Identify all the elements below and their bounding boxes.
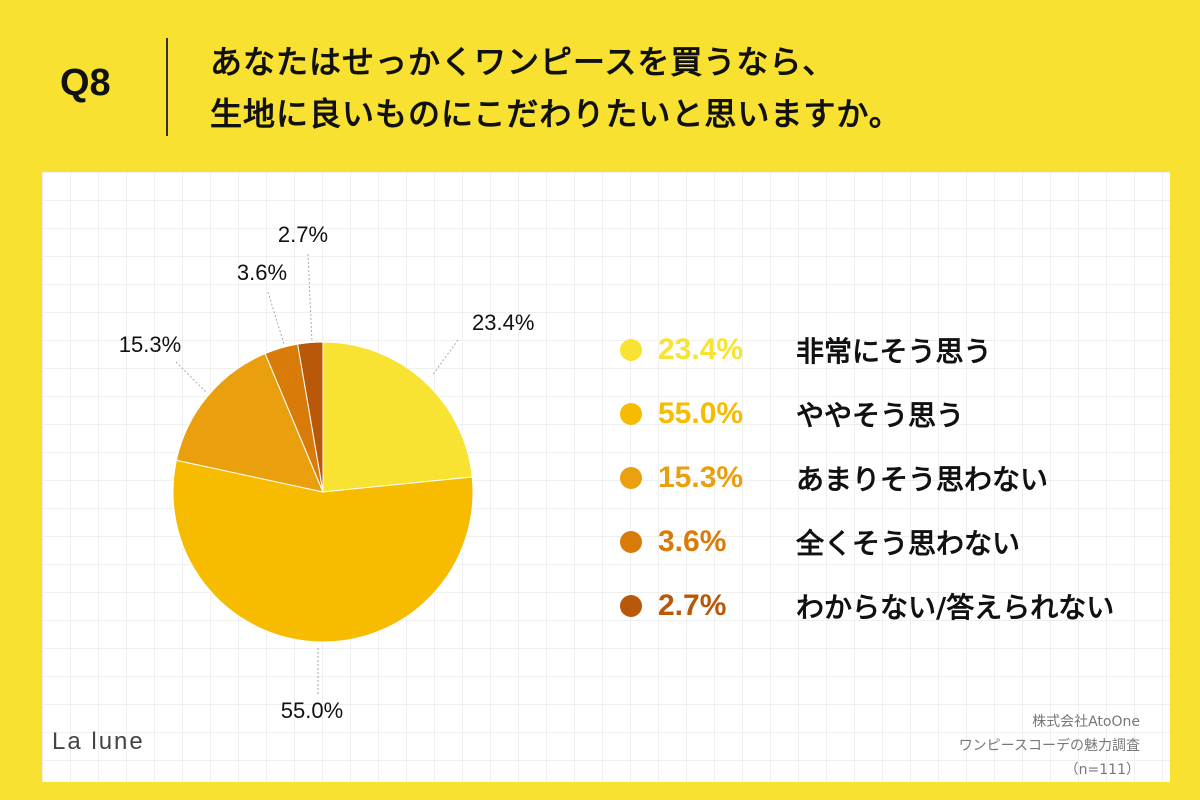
legend-label-4: 全くそう思わない bbox=[796, 527, 1021, 560]
question-title-line1: あなたはせっかくワンピースを買うなら、 bbox=[210, 43, 836, 81]
pie-slice-3 bbox=[175, 352, 324, 493]
legend-swatch-3 bbox=[620, 467, 642, 489]
legend-percent-2: 55.0% bbox=[658, 397, 744, 430]
legend-percent-4: 3.6% bbox=[658, 525, 727, 558]
legend-item-3: 15.3% あまりそう思わない bbox=[620, 446, 1114, 510]
pie-slice-5 bbox=[297, 341, 324, 493]
data-label-2: 55.0% bbox=[281, 698, 343, 723]
legend-percent-5: 2.7% bbox=[658, 589, 727, 622]
legend-swatch-2 bbox=[620, 403, 642, 425]
pie-slice-1 bbox=[322, 341, 473, 493]
legend-percent-3: 15.3% bbox=[658, 461, 744, 494]
legend-percent-1: 23.4% bbox=[658, 333, 744, 366]
data-label-5: 2.7% bbox=[278, 222, 328, 247]
legend-item-5: 2.7% わからない/答えられない bbox=[620, 574, 1114, 638]
legend-item-1: 23.4% 非常にそう思う bbox=[620, 318, 1114, 382]
leader-line-3 bbox=[175, 361, 207, 393]
brand-logo: La lune bbox=[52, 728, 145, 755]
data-label-1: 23.4% bbox=[472, 310, 534, 335]
legend-swatch-4 bbox=[620, 531, 642, 553]
question-number: Q8 bbox=[60, 62, 111, 104]
legend-item-4: 3.6% 全くそう思わない bbox=[620, 510, 1114, 574]
source-sample-size: （n=111） bbox=[1064, 762, 1140, 778]
legend-swatch-5 bbox=[620, 595, 642, 617]
legend-label-1: 非常にそう思う bbox=[796, 335, 992, 368]
question-title: あなたはせっかくワンピースを買うなら、 生地に良いものにこだわりたいと思いますか… bbox=[210, 36, 902, 140]
source-company: 株式会社AtoOne bbox=[1032, 714, 1140, 730]
legend-label-5: わからない/答えられない bbox=[796, 591, 1115, 624]
pie-slices bbox=[172, 341, 474, 643]
header-divider bbox=[166, 38, 168, 136]
question-title-line2: 生地に良いものにこだわりたいと思いますか。 bbox=[210, 95, 902, 133]
pie-slice-2 bbox=[172, 459, 474, 643]
source-survey: ワンピースコーデの魅力調査 bbox=[958, 738, 1140, 754]
data-labels: 23.4% 55.0% 15.3% 3.6% 2.7% bbox=[119, 222, 535, 723]
legend-item-2: 55.0% ややそう思う bbox=[620, 382, 1114, 446]
legend-label-2: ややそう思う bbox=[796, 399, 965, 432]
data-label-4: 3.6% bbox=[237, 260, 287, 285]
source-note: 株式会社AtoOne ワンピースコーデの魅力調査 （n=111） bbox=[959, 710, 1140, 782]
leader-line-5 bbox=[307, 253, 313, 343]
legend: 23.4% 非常にそう思う 55.0% ややそう思う 15.3% あまりそう思わない 3.6… bbox=[620, 318, 1114, 638]
leader-lines bbox=[175, 253, 459, 694]
leader-line-1 bbox=[431, 339, 459, 377]
legend-label-3: あまりそう思わない bbox=[796, 463, 1049, 496]
data-label-3: 15.3% bbox=[119, 332, 181, 357]
legend-swatch-1 bbox=[620, 339, 642, 361]
leader-line-4 bbox=[267, 291, 285, 345]
